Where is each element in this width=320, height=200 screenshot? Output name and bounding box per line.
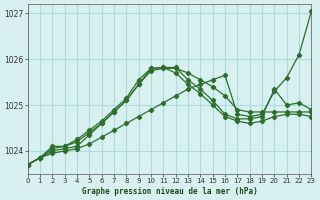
- X-axis label: Graphe pression niveau de la mer (hPa): Graphe pression niveau de la mer (hPa): [82, 187, 257, 196]
